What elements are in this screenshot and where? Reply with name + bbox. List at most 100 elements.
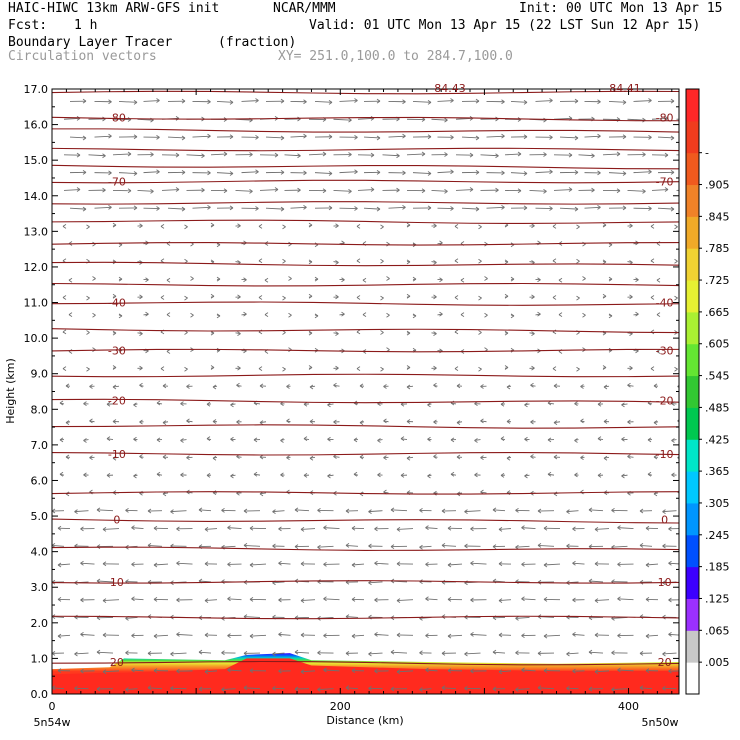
wind-vector-head	[308, 293, 313, 299]
colorbar-label: -	[705, 147, 709, 160]
wind-vector-head	[227, 562, 231, 567]
wind-vector-head	[568, 187, 573, 192]
wind-vector-head	[492, 649, 497, 655]
wind-vector-head	[145, 277, 149, 283]
wind-vector-head	[537, 650, 542, 656]
wind-vector-head	[622, 134, 627, 140]
y-tick-label: 8.0	[31, 403, 49, 416]
wind-vector-head	[74, 509, 78, 514]
wind-vector	[566, 510, 579, 513]
wind-vector-head	[345, 543, 350, 548]
wind-vector-head	[170, 651, 174, 657]
wind-vector	[374, 562, 389, 565]
wind-vector-head	[677, 419, 679, 423]
wind-vector-head	[390, 649, 395, 655]
wind-vector-head	[681, 276, 684, 280]
wind-vector	[147, 544, 163, 547]
wind-vector-head	[433, 419, 437, 425]
wind-vector	[543, 563, 561, 566]
colorbar-label: .125	[705, 592, 730, 605]
wind-vector-head	[160, 366, 165, 372]
wind-vector	[588, 651, 604, 654]
wind-vector-head	[668, 526, 672, 532]
wind-vector-head	[421, 188, 426, 194]
wind-vector	[657, 136, 675, 139]
wind-vector-head	[86, 295, 90, 301]
wind-vector-head	[574, 401, 578, 407]
wind-vector-head	[419, 508, 423, 513]
wind-vector-head	[576, 258, 580, 264]
wind-vector-head	[249, 597, 254, 602]
temperature-contour	[52, 147, 679, 152]
wind-vector-head	[668, 632, 672, 637]
wind-vector	[63, 189, 81, 191]
wind-vector-head	[300, 669, 305, 675]
wind-vector-head	[501, 204, 505, 210]
y-tick-label: 3.0	[31, 581, 49, 594]
wind-vector-head	[523, 205, 528, 211]
wind-vector-head	[617, 525, 621, 530]
wind-vector-head	[454, 329, 459, 335]
wind-vector	[294, 651, 310, 654]
temperature-contour	[52, 201, 679, 205]
wind-vector	[102, 599, 120, 602]
colorbar-swatch	[686, 534, 699, 568]
wind-vector-head	[86, 366, 90, 372]
wind-vector-head	[89, 384, 93, 389]
wind-vector	[294, 509, 310, 512]
wind-vector-head	[662, 543, 666, 549]
wind-vector	[272, 581, 285, 584]
wind-vector	[357, 189, 375, 191]
valid-time: Valid: 01 UTC Mon 13 Apr 15 (22 LST Sun …	[309, 18, 701, 33]
wind-vector-head	[286, 418, 290, 424]
wind-vector-head	[530, 382, 534, 388]
wind-vector-head	[255, 134, 259, 140]
wind-vector-head	[68, 277, 73, 283]
wind-vector-head	[354, 98, 358, 103]
wind-vector	[170, 510, 187, 513]
wind-vector-head	[447, 562, 452, 568]
wind-vector	[515, 688, 530, 691]
wind-vector	[639, 544, 653, 547]
wind-vector-head	[92, 276, 96, 281]
wind-vector	[137, 118, 154, 121]
wind-vector-head	[139, 331, 143, 337]
wind-vector	[431, 189, 448, 192]
wind-vector-head	[300, 527, 305, 532]
wind-vector-head	[521, 667, 525, 673]
wind-vector	[510, 101, 528, 103]
wind-vector-head	[650, 258, 655, 264]
wind-vector-head	[677, 456, 679, 460]
left-location: 5n54w	[34, 716, 71, 729]
wind-vector-head	[133, 134, 138, 140]
wind-vector-head	[594, 669, 599, 675]
wind-vector-head	[506, 384, 511, 390]
wind-vector-head	[112, 455, 117, 461]
wind-vector-head	[629, 294, 633, 300]
wind-vector-head	[439, 311, 443, 317]
wind-vector-head	[450, 206, 454, 211]
wind-vector-head	[65, 454, 70, 460]
wind-vector-head	[406, 455, 411, 461]
wind-vector-head	[576, 366, 580, 372]
wind-vector-head	[82, 169, 87, 175]
colorbar-swatch	[686, 598, 699, 631]
wind-vector-head	[160, 295, 165, 300]
wind-vector	[88, 154, 106, 157]
wind-vector-head	[288, 347, 292, 353]
wind-vector-head	[62, 295, 67, 300]
wind-vector-head	[504, 365, 509, 370]
wind-vector	[243, 616, 261, 618]
wind-vector	[351, 634, 365, 637]
wind-vector	[80, 562, 95, 565]
wind-vector-head	[621, 402, 625, 408]
wind-vector-head	[62, 366, 67, 372]
wind-vector-head	[523, 134, 528, 140]
wind-vector	[241, 100, 259, 102]
wind-vector	[441, 544, 457, 547]
wind-vector-head	[249, 668, 254, 673]
wind-vector	[153, 634, 169, 637]
wind-vector-head	[176, 560, 180, 566]
top-right-tag: 84.41	[609, 82, 641, 95]
wind-vector-head	[308, 259, 313, 265]
